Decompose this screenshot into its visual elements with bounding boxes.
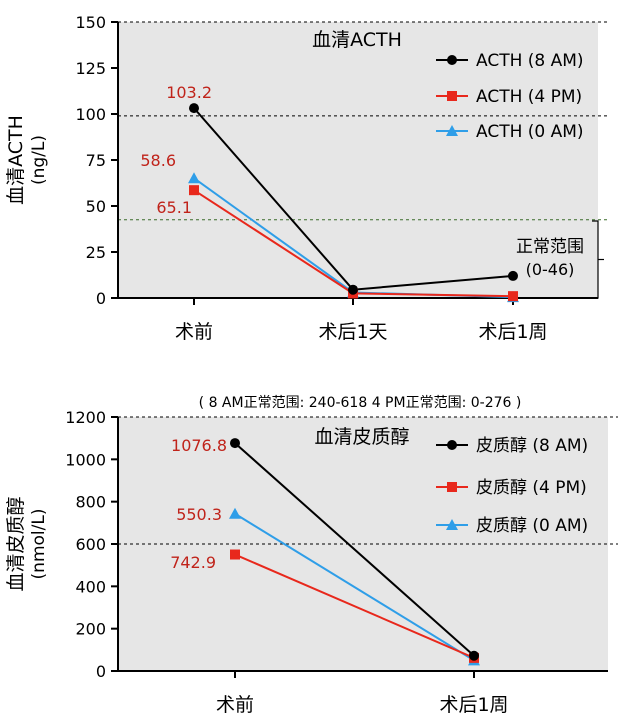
y-axis-title: 血清ACTH xyxy=(5,115,27,205)
y-axis-unit: (nmol/L) xyxy=(29,509,49,580)
y-tick-label: 1000 xyxy=(65,450,106,469)
series-line xyxy=(234,442,475,657)
legend-label: ACTH (4 PM) xyxy=(476,87,582,107)
data-label: 1076.8 xyxy=(171,436,227,455)
legend-label: ACTH (8 AM) xyxy=(476,51,584,71)
y-tick-label: 1200 xyxy=(65,408,106,427)
chart-subtitle: ( 8 AM正常范围: 240-618 4 PM正常范围: 0-276 ) xyxy=(199,394,522,411)
y-tick-label: 600 xyxy=(75,535,106,554)
series-line xyxy=(234,553,475,659)
legend-marker xyxy=(446,125,458,136)
data-point xyxy=(188,172,200,184)
x-tick-label: 术后1天 xyxy=(318,321,387,343)
x-tick-label: 术前 xyxy=(216,694,254,716)
y-axis-unit: (ng/L) xyxy=(29,135,49,185)
data-point xyxy=(469,650,479,661)
y-tick-label: 150 xyxy=(75,13,106,32)
legend-marker xyxy=(447,482,457,492)
data-point xyxy=(230,549,240,560)
legend-marker xyxy=(446,519,458,530)
normal-range-value: (0-46) xyxy=(526,260,575,279)
data-label: 103.2 xyxy=(166,83,212,102)
y-tick-label: 75 xyxy=(86,151,106,170)
legend-marker xyxy=(447,440,457,450)
plot-area xyxy=(118,22,598,298)
data-point xyxy=(348,284,358,295)
data-point xyxy=(508,270,518,281)
data-label: 58.6 xyxy=(140,151,176,170)
y-tick-label: 50 xyxy=(86,197,106,216)
series-line xyxy=(234,512,475,662)
legend-label: 皮质醇 (4 PM) xyxy=(476,478,587,498)
x-tick-label: 术后1周 xyxy=(478,321,547,343)
legend-marker xyxy=(447,55,457,65)
normal-range-label: 正常范围 xyxy=(516,237,584,257)
x-tick-label: 术前 xyxy=(175,321,213,343)
legend-label: 皮质醇 (0 AM) xyxy=(476,516,588,536)
x-tick-label: 术后1周 xyxy=(439,694,508,716)
data-point xyxy=(189,185,199,196)
chart-title: 血清ACTH xyxy=(312,29,402,51)
data-point xyxy=(189,103,199,114)
legend-label: ACTH (0 AM) xyxy=(476,122,584,142)
y-tick-label: 125 xyxy=(75,59,106,78)
y-tick-label: 0 xyxy=(96,289,106,308)
y-tick-label: 400 xyxy=(75,577,106,596)
data-label: 550.3 xyxy=(176,505,222,524)
legend-marker xyxy=(447,91,457,101)
y-tick-label: 25 xyxy=(86,243,106,262)
chart-title: 血清皮质醇 xyxy=(314,426,409,448)
y-axis-title: 血清皮质醇 xyxy=(5,496,27,591)
data-point xyxy=(229,507,241,519)
legend-label: 皮质醇 (8 AM) xyxy=(476,436,588,456)
y-tick-label: 0 xyxy=(96,662,106,681)
data-label: 742.9 xyxy=(170,553,216,572)
data-label: 65.1 xyxy=(156,198,192,217)
y-tick-label: 200 xyxy=(75,620,106,639)
y-tick-label: 800 xyxy=(75,493,106,512)
data-point xyxy=(508,291,518,302)
data-point xyxy=(230,438,240,449)
y-tick-label: 100 xyxy=(75,105,106,124)
